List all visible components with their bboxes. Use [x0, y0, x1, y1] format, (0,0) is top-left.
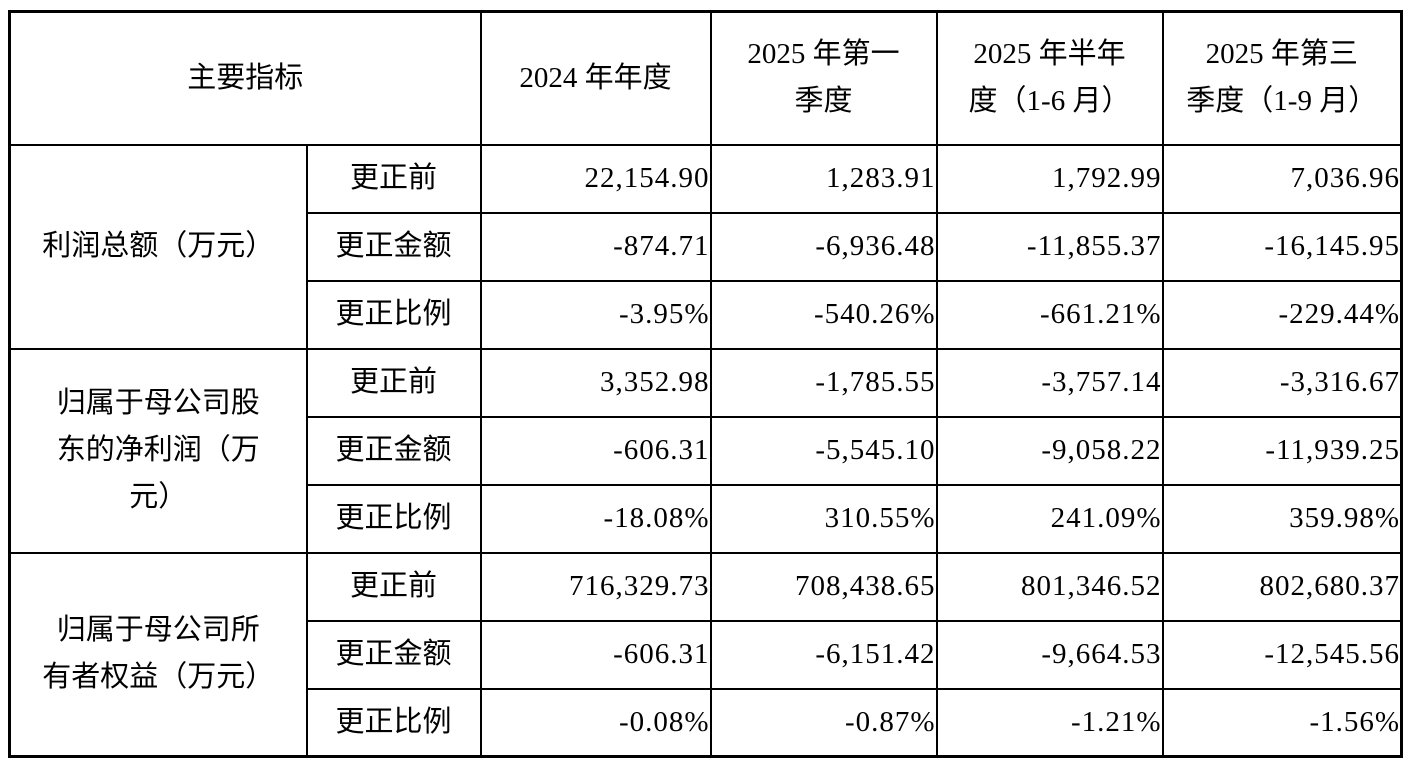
- value-cell: -1.21%: [935, 687, 1164, 758]
- value-cell: -16,145.95: [1161, 211, 1403, 282]
- value-cell: 716,329.73: [479, 551, 712, 622]
- group-label-total-profit: 利润总额（万元）: [8, 143, 308, 350]
- group-label-owners-equity-parent: 归属于母公司所 有者权益（万元）: [8, 551, 308, 758]
- table-header-row: 主要指标 2024 年年度 2025 年第一 季度 2025 年半年 度（1-6…: [8, 10, 1403, 146]
- row-type-label: 更正金额: [305, 415, 482, 486]
- row-type-label: 更正金额: [305, 619, 482, 690]
- header-period-2025-h1: 2025 年半年 度（1-6 月）: [935, 10, 1164, 146]
- value-cell: -9,664.53: [935, 619, 1164, 690]
- table-row: 更正比例 -0.08% -0.87% -1.21% -1.56%: [10, 687, 1403, 758]
- value-cell: -6,151.42: [709, 619, 938, 690]
- value-cell: -11,939.25: [1161, 415, 1403, 486]
- table-row: 利润总额（万元） 更正前 22,154.90 1,283.91 1,792.99…: [8, 143, 1403, 350]
- header-period-2024-annual: 2024 年年度: [479, 10, 712, 146]
- table-row: 更正金额 -874.71 -6,936.48 -11,855.37 -16,14…: [10, 211, 1403, 282]
- group-label-net-profit-parent: 归属于母公司股 东的净利润（万 元）: [8, 347, 308, 554]
- header-period-2025-q3: 2025 年第三 季度（1-9 月）: [1161, 10, 1403, 146]
- value-cell: -874.71: [479, 211, 712, 282]
- row-type-label: 更正前: [305, 143, 482, 214]
- value-cell: -606.31: [479, 619, 712, 690]
- value-cell: 802,680.37: [1161, 551, 1403, 622]
- value-cell: -9,058.22: [935, 415, 1164, 486]
- value-cell: 1,792.99: [935, 143, 1164, 214]
- value-cell: -540.26%: [709, 279, 938, 350]
- table-row: 归属于母公司所 有者权益（万元） 更正前 716,329.73 708,438.…: [8, 551, 1403, 758]
- value-cell: 7,036.96: [1161, 143, 1403, 214]
- table-row: 更正比例 -18.08% 310.55% 241.09% 359.98%: [10, 483, 1403, 554]
- row-type-label: 更正比例: [305, 687, 482, 758]
- value-cell: -18.08%: [479, 483, 712, 554]
- row-type-label: 更正金额: [305, 211, 482, 282]
- value-cell: -0.87%: [709, 687, 938, 758]
- header-indicator: 主要指标: [8, 10, 482, 146]
- value-cell: -3,316.67: [1161, 347, 1403, 418]
- value-cell: -11,855.37: [935, 211, 1164, 282]
- financial-correction-table-container: 主要指标 2024 年年度 2025 年第一 季度 2025 年半年 度（1-6…: [8, 10, 1404, 758]
- value-cell: 3,352.98: [479, 347, 712, 418]
- value-cell: 708,438.65: [709, 551, 938, 622]
- row-type-label: 更正比例: [305, 279, 482, 350]
- table-row: 归属于母公司股 东的净利润（万 元） 更正前 3,352.98 -1,785.5…: [8, 347, 1403, 554]
- table-row: 更正金额 -606.31 -5,545.10 -9,058.22 -11,939…: [10, 415, 1403, 486]
- financial-correction-table: 主要指标 2024 年年度 2025 年第一 季度 2025 年半年 度（1-6…: [8, 10, 1404, 758]
- value-cell: -606.31: [479, 415, 712, 486]
- table-row: 更正比例 -3.95% -540.26% -661.21% -229.44%: [10, 279, 1403, 350]
- value-cell: 1,283.91: [709, 143, 938, 214]
- row-type-label: 更正比例: [305, 483, 482, 554]
- header-period-2025-q1: 2025 年第一 季度: [709, 10, 938, 146]
- value-cell: 359.98%: [1161, 483, 1403, 554]
- value-cell: 241.09%: [935, 483, 1164, 554]
- value-cell: -1.56%: [1161, 687, 1403, 758]
- value-cell: -12,545.56: [1161, 619, 1403, 690]
- table-row: 更正金额 -606.31 -6,151.42 -9,664.53 -12,545…: [10, 619, 1403, 690]
- value-cell: 801,346.52: [935, 551, 1164, 622]
- value-cell: 22,154.90: [479, 143, 712, 214]
- value-cell: -3,757.14: [935, 347, 1164, 418]
- value-cell: -661.21%: [935, 279, 1164, 350]
- value-cell: -3.95%: [479, 279, 712, 350]
- value-cell: -229.44%: [1161, 279, 1403, 350]
- row-type-label: 更正前: [305, 347, 482, 418]
- value-cell: -1,785.55: [709, 347, 938, 418]
- value-cell: 310.55%: [709, 483, 938, 554]
- value-cell: -6,936.48: [709, 211, 938, 282]
- value-cell: -5,545.10: [709, 415, 938, 486]
- value-cell: -0.08%: [479, 687, 712, 758]
- row-type-label: 更正前: [305, 551, 482, 622]
